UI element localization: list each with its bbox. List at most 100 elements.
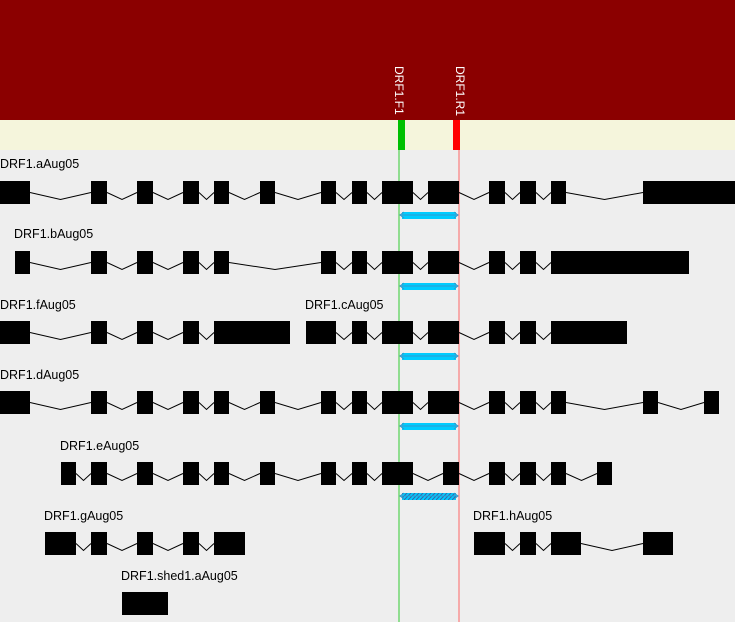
- exon-block[interactable]: [183, 532, 199, 555]
- transcript-label-c[interactable]: DRF1.cAug05: [305, 298, 384, 312]
- exon-block[interactable]: [137, 321, 153, 344]
- transcript-label-h[interactable]: DRF1.hAug05: [473, 509, 553, 523]
- exon-block[interactable]: [214, 462, 229, 485]
- intron-line: [504, 262, 521, 271]
- exon-block[interactable]: [382, 321, 413, 344]
- exon-block[interactable]: [428, 391, 459, 414]
- exon-block[interactable]: [428, 181, 459, 204]
- amplicon-left-arrow: [399, 282, 405, 290]
- gene-model-shed1[interactable]: [122, 592, 168, 615]
- exon-block[interactable]: [137, 251, 153, 274]
- reverse-primer-marker[interactable]: [453, 120, 460, 150]
- exon-block[interactable]: [428, 321, 459, 344]
- exon-block[interactable]: [474, 532, 505, 555]
- exon-block[interactable]: [183, 181, 199, 204]
- exon-block[interactable]: [122, 592, 168, 615]
- exon-block[interactable]: [183, 251, 199, 274]
- exon-block[interactable]: [489, 181, 505, 204]
- transcript-label-a[interactable]: DRF1.aAug05: [0, 157, 80, 171]
- exon-block[interactable]: [352, 251, 367, 274]
- exon-block[interactable]: [91, 181, 107, 204]
- exon-block[interactable]: [520, 181, 536, 204]
- exon-block[interactable]: [551, 532, 581, 555]
- exon-block[interactable]: [352, 462, 367, 485]
- exon-block[interactable]: [520, 532, 536, 555]
- exon-block[interactable]: [551, 391, 566, 414]
- exon-block[interactable]: [91, 251, 107, 274]
- exon-block[interactable]: [214, 532, 245, 555]
- exon-block[interactable]: [352, 321, 367, 344]
- transcript-label-b[interactable]: DRF1.bAug05: [14, 227, 94, 241]
- exon-block[interactable]: [551, 181, 566, 204]
- exon-block[interactable]: [352, 391, 367, 414]
- exon-block[interactable]: [183, 321, 199, 344]
- exon-block[interactable]: [0, 181, 30, 204]
- gene-model-e[interactable]: [61, 462, 612, 500]
- exon-block[interactable]: [137, 391, 153, 414]
- exon-block[interactable]: [214, 251, 229, 274]
- gene-model-a[interactable]: [0, 181, 735, 219]
- exon-block[interactable]: [306, 321, 336, 344]
- exon-block[interactable]: [183, 462, 199, 485]
- exon-block[interactable]: [45, 532, 76, 555]
- exon-block[interactable]: [382, 181, 413, 204]
- exon-block[interactable]: [352, 181, 367, 204]
- exon-block[interactable]: [321, 251, 336, 274]
- transcript-label-shed1[interactable]: DRF1.shed1.aAug05: [121, 569, 238, 583]
- exon-block[interactable]: [137, 532, 153, 555]
- exon-block[interactable]: [382, 391, 413, 414]
- exon-block[interactable]: [183, 391, 199, 414]
- exon-block[interactable]: [321, 462, 336, 485]
- gene-model-d[interactable]: [0, 391, 719, 430]
- transcript-label-g[interactable]: DRF1.gAug05: [44, 509, 124, 523]
- gene-model-c[interactable]: [306, 321, 627, 360]
- gene-model-h[interactable]: [474, 532, 673, 555]
- exon-block[interactable]: [551, 321, 627, 344]
- exon-block[interactable]: [443, 462, 459, 485]
- exon-block[interactable]: [597, 462, 612, 485]
- exon-block[interactable]: [551, 462, 566, 485]
- exon-block[interactable]: [91, 462, 107, 485]
- transcript-label-e[interactable]: DRF1.eAug05: [60, 439, 140, 453]
- exon-block[interactable]: [489, 321, 505, 344]
- exon-block[interactable]: [704, 391, 719, 414]
- exon-block[interactable]: [91, 391, 107, 414]
- exon-block[interactable]: [0, 321, 30, 344]
- exon-block[interactable]: [520, 321, 536, 344]
- gene-model-g[interactable]: [45, 532, 245, 555]
- exon-block[interactable]: [260, 181, 275, 204]
- exon-block[interactable]: [137, 462, 153, 485]
- exon-block[interactable]: [551, 251, 689, 274]
- exon-block[interactable]: [137, 181, 153, 204]
- exon-block[interactable]: [91, 532, 107, 555]
- exon-block[interactable]: [489, 391, 505, 414]
- exon-block[interactable]: [260, 462, 275, 485]
- transcript-label-d[interactable]: DRF1.dAug05: [0, 368, 80, 382]
- exon-block[interactable]: [643, 391, 658, 414]
- exon-block[interactable]: [520, 391, 536, 414]
- exon-block[interactable]: [0, 391, 30, 414]
- exon-block[interactable]: [260, 391, 275, 414]
- exon-block[interactable]: [489, 462, 505, 485]
- exon-block[interactable]: [321, 181, 336, 204]
- exon-block[interactable]: [520, 251, 536, 274]
- gene-model-f[interactable]: [0, 321, 290, 344]
- exon-block[interactable]: [61, 462, 76, 485]
- exon-block[interactable]: [15, 251, 30, 274]
- exon-block[interactable]: [382, 251, 413, 274]
- exon-block[interactable]: [214, 181, 229, 204]
- exon-block[interactable]: [520, 462, 536, 485]
- transcript-label-f[interactable]: DRF1.fAug05: [0, 298, 76, 312]
- gene-model-b[interactable]: [15, 251, 689, 290]
- exon-block[interactable]: [321, 391, 336, 414]
- forward-primer-marker[interactable]: [398, 120, 405, 150]
- exon-block[interactable]: [643, 181, 735, 204]
- exon-block[interactable]: [428, 251, 459, 274]
- exon-block[interactable]: [643, 532, 673, 555]
- exon-block[interactable]: [91, 321, 107, 344]
- exon-block[interactable]: [214, 321, 290, 344]
- intron-line: [335, 332, 353, 341]
- exon-block[interactable]: [214, 391, 229, 414]
- exon-block[interactable]: [382, 462, 413, 485]
- exon-block[interactable]: [489, 251, 505, 274]
